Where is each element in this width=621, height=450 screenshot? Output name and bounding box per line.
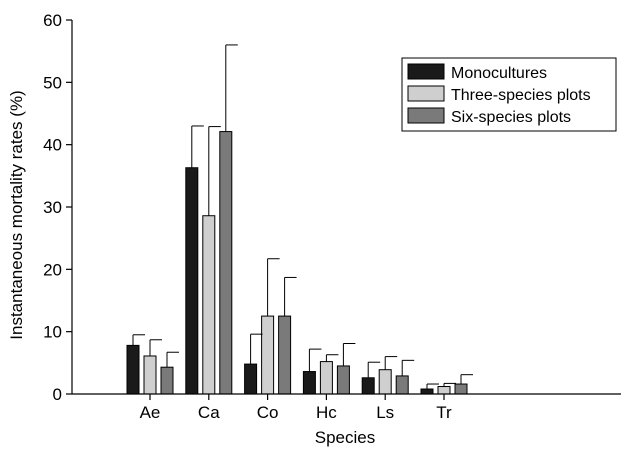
bar: [421, 389, 433, 394]
legend-label: Three-species plots: [451, 87, 591, 104]
legend-swatch: [408, 108, 444, 123]
bar: [279, 316, 291, 394]
bars-layer: [127, 132, 467, 394]
legend: Monocultures Three-species plots Six-speci…: [402, 58, 616, 131]
bar: [161, 367, 173, 394]
bar: [303, 372, 315, 394]
bar: [203, 216, 215, 394]
bar: [245, 364, 257, 394]
legend-label: Six-species plots: [451, 109, 571, 126]
bar: [337, 366, 349, 394]
bar: [144, 356, 156, 394]
x-tick-label: Tr: [436, 403, 452, 422]
y-tick-label: 40: [43, 136, 62, 155]
legend-swatch: [408, 86, 444, 101]
x-tick-label: Ls: [376, 403, 394, 422]
x-tick-label: Ca: [198, 403, 220, 422]
y-tick-label: 20: [43, 260, 62, 279]
y-axis-label: Instantaneous mortality rates (%): [7, 90, 26, 339]
y-tick-label: 30: [43, 198, 62, 217]
y-tick-label: 0: [53, 385, 62, 404]
bar: [396, 376, 408, 394]
bar: [320, 362, 332, 394]
bar: [262, 316, 274, 394]
y-tick-label: 50: [43, 73, 62, 92]
x-tick-label: Ae: [140, 403, 161, 422]
x-axis-label: Species: [315, 428, 375, 447]
legend-label: Monocultures: [451, 65, 547, 82]
bar: [127, 345, 139, 394]
y-tick-label: 10: [43, 323, 62, 342]
legend-swatch: [408, 64, 444, 79]
bar: [362, 378, 374, 394]
bar: [438, 387, 450, 394]
y-tick-label: 60: [43, 11, 62, 30]
bar: [220, 132, 232, 394]
bar: [379, 370, 391, 394]
x-tick-label: Co: [257, 403, 279, 422]
bar: [455, 384, 467, 394]
x-tick-label: Hc: [316, 403, 337, 422]
bar: [186, 168, 198, 394]
